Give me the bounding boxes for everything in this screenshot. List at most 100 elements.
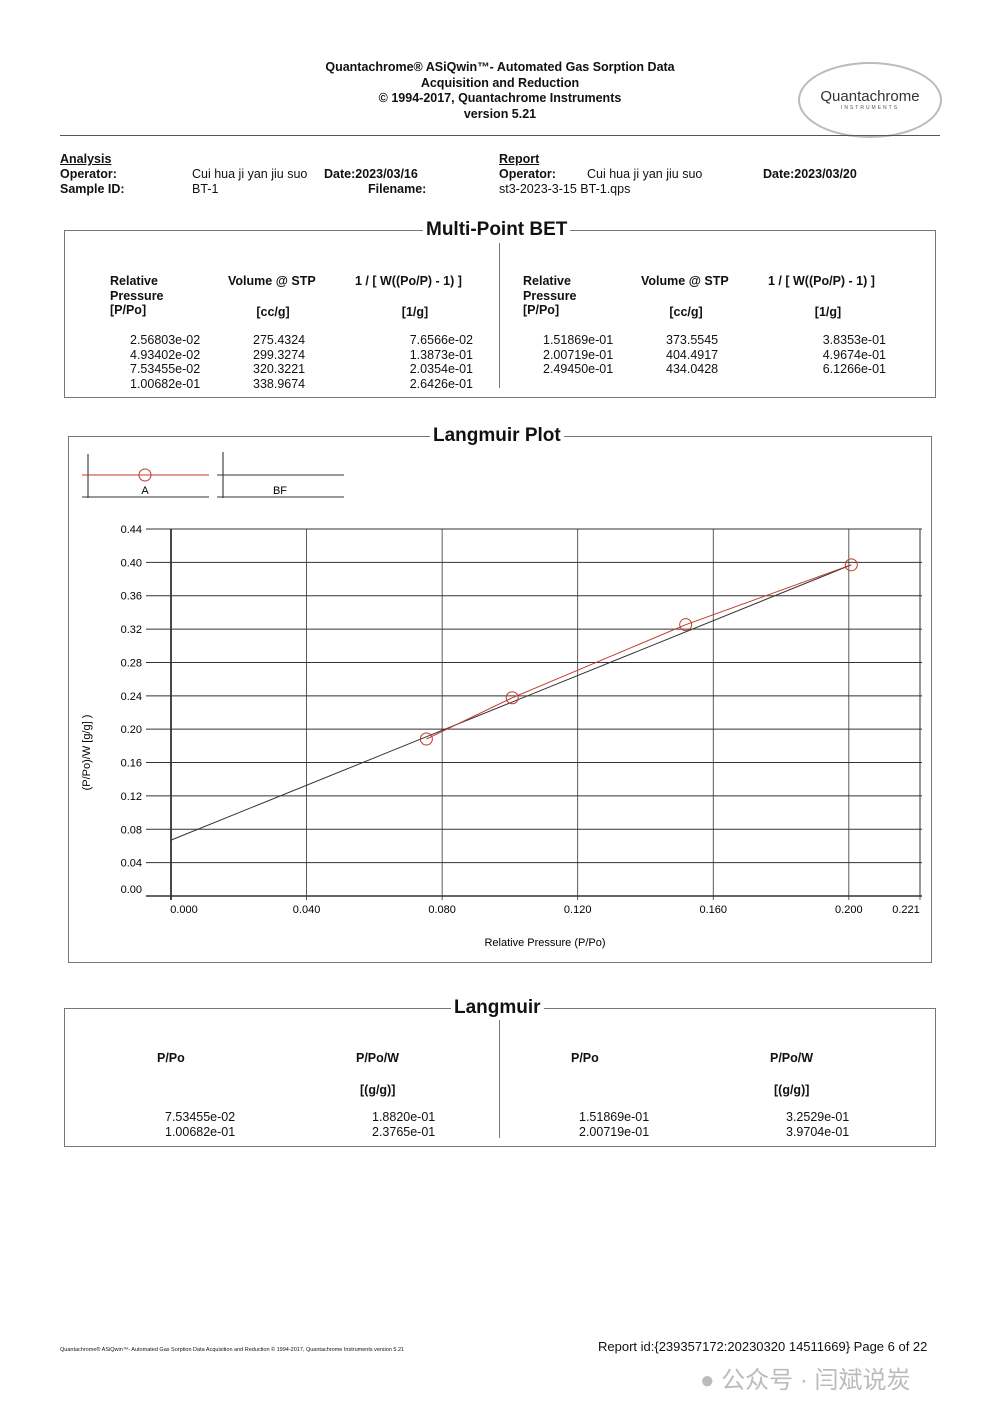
x-axis-label: Relative Pressure (P/Po) bbox=[484, 937, 605, 949]
header-divider bbox=[60, 135, 940, 136]
cell-p-po-w: 1.8820e-01 bbox=[372, 1110, 436, 1124]
col-header-p-po: P/Po bbox=[157, 1051, 185, 1065]
table-divider bbox=[499, 1020, 500, 1138]
cell-pressure: 2.56803e-02 bbox=[130, 333, 201, 347]
report-filename: st3-2023-3-15 BT-1.qps bbox=[499, 182, 631, 196]
y-tick-label: 0.16 bbox=[121, 758, 142, 770]
col-header-p-po: P/Po bbox=[571, 1051, 599, 1065]
chart-title: Langmuir Plot bbox=[430, 425, 564, 447]
cell-volume: 373.5545 bbox=[666, 333, 719, 347]
unit-1-g: [1/g] bbox=[401, 305, 429, 319]
legend-label-bf: BF bbox=[273, 485, 287, 497]
y-tick-label: 0.08 bbox=[121, 824, 142, 836]
report-operator: Cui hua ji yan jiu suo bbox=[587, 167, 703, 181]
cell-volume: 275.4324 bbox=[253, 333, 306, 347]
cell-p-po-w: 3.2529e-01 bbox=[786, 1110, 850, 1124]
data-point-a bbox=[679, 618, 693, 632]
footer-copyright: Quantachrome® ASiQwin™- Automated Gas So… bbox=[60, 1347, 405, 1353]
x-tick-label: 0.221 bbox=[892, 904, 920, 916]
col-header-volume: Volume @ STP bbox=[641, 274, 729, 288]
cell-pressure: 2.00719e-01 bbox=[543, 347, 614, 362]
x-tick-label: 0.080 bbox=[428, 904, 456, 916]
bet-title: Multi-Point BET bbox=[423, 219, 571, 241]
sample-id: BT-1 bbox=[192, 182, 219, 196]
cell-inverse: 6.1266e-01 bbox=[822, 362, 886, 376]
unit-cc-g: [cc/g] bbox=[256, 305, 290, 319]
footer-report-id: Report id:{239357172:20230320 14511669} … bbox=[598, 1339, 928, 1354]
cell-volume: 434.0428 bbox=[666, 362, 719, 376]
x-tick-label: 0.120 bbox=[564, 904, 592, 916]
label: Operator: bbox=[60, 167, 117, 181]
header-line: © 1994-2017, Quantachrome Instruments bbox=[378, 91, 622, 105]
cell-volume: 404.4917 bbox=[666, 347, 719, 362]
unit-cc-g: [cc/g] bbox=[669, 305, 703, 319]
wechat-icon: ● bbox=[700, 1367, 715, 1394]
y-tick-label: 0.20 bbox=[121, 724, 142, 736]
cell-pressure: 1.51869e-01 bbox=[543, 333, 614, 347]
x-tick-label: 0.000 bbox=[170, 904, 198, 916]
cell-inverse: 3.8353e-01 bbox=[822, 333, 886, 347]
langmuir-title: Langmuir bbox=[451, 997, 544, 1019]
logo-sub: INSTRUMENTS bbox=[840, 105, 900, 111]
cell-pressure: 4.93402e-02 bbox=[130, 347, 201, 362]
table-divider bbox=[499, 243, 500, 388]
unit-g-g: [(g/g)] bbox=[360, 1083, 396, 1097]
cell-pressure: 2.49450e-01 bbox=[543, 362, 614, 376]
y-axis-label: (P/Po)/W [g/g] ) bbox=[81, 715, 93, 791]
cell-volume: 338.9674 bbox=[253, 376, 306, 391]
legend-marker-a bbox=[138, 468, 152, 482]
analysis-operator: Cui hua ji yan jiu suo bbox=[192, 167, 308, 181]
y-tick-label: 0.00 bbox=[121, 884, 142, 896]
cell-inverse: 2.6426e-01 bbox=[409, 376, 473, 391]
cell-p-po: 2.00719e-01 bbox=[579, 1125, 650, 1139]
quantachrome-logo: Quantachrome INSTRUMENTS bbox=[798, 62, 942, 138]
y-tick-label: 0.32 bbox=[121, 624, 142, 636]
cell-volume: 320.3221 bbox=[253, 362, 306, 376]
col-header-relative-pressure: Relative Pressure [P/Po] bbox=[110, 274, 164, 317]
best-fit-line bbox=[170, 564, 852, 841]
cell-p-po: 7.53455e-02 bbox=[165, 1110, 236, 1124]
unit-g-g: [(g/g)] bbox=[774, 1083, 810, 1097]
data-point-a bbox=[419, 732, 433, 746]
col-header-inverse: 1 / [ W((Po/P) - 1) ] bbox=[355, 274, 462, 288]
langmuir-chart: A BF 0.44 0.40 0.36 0.32 0.28 0.24 0.20 0.16 0.120… bbox=[81, 452, 922, 949]
cell-inverse: 7.6566e-02 bbox=[409, 333, 473, 347]
col-header-relative-pressure: Relative Pressure [P/Po] bbox=[523, 274, 577, 317]
col-header-volume: Volume @ STP bbox=[228, 274, 316, 288]
y-tick-label: 0.24 bbox=[121, 691, 142, 703]
label: Operator: bbox=[499, 167, 556, 181]
data-point-a bbox=[844, 558, 858, 572]
header-line: version 5.21 bbox=[463, 106, 537, 121]
data-point-a bbox=[505, 691, 519, 705]
watermark: ● 公众号 · 闫斌说炭 bbox=[700, 1360, 911, 1395]
cell-inverse: 1.3873e-01 bbox=[409, 347, 473, 362]
cell-p-po-w: 2.3765e-01 bbox=[372, 1125, 436, 1139]
label: Filename: bbox=[368, 182, 427, 196]
report-heading: Report bbox=[499, 152, 540, 166]
col-header-p-po-w: P/Po/W bbox=[770, 1051, 814, 1065]
x-tick-label: 0.040 bbox=[293, 904, 321, 916]
cell-pressure: 7.53455e-02 bbox=[130, 362, 201, 376]
x-tick-label: 0.160 bbox=[699, 904, 727, 916]
cell-volume: 299.3274 bbox=[253, 347, 306, 362]
unit-1-g: [1/g] bbox=[814, 305, 842, 319]
y-tick-label: 0.28 bbox=[121, 657, 142, 669]
analysis-heading: Analysis bbox=[60, 152, 112, 166]
cell-p-po: 1.00682e-01 bbox=[165, 1125, 236, 1139]
cell-pressure: 1.00682e-01 bbox=[130, 376, 201, 391]
watermark-text: 公众号 · 闫斌说炭 bbox=[721, 1367, 911, 1394]
cell-inverse: 4.9674e-01 bbox=[822, 347, 886, 362]
data-line-a bbox=[426, 564, 852, 740]
col-header-p-po-w: P/Po/W bbox=[356, 1051, 400, 1065]
y-tick-label: 0.44 bbox=[121, 524, 142, 536]
header-line: Acquisition and Reduction bbox=[420, 75, 580, 90]
y-tick-label: 0.04 bbox=[121, 858, 142, 870]
legend-label-a: A bbox=[141, 485, 149, 497]
y-tick-label: 0.36 bbox=[121, 591, 142, 603]
cell-p-po-w: 3.9704e-01 bbox=[786, 1125, 850, 1139]
cell-inverse: 2.0354e-01 bbox=[409, 362, 473, 376]
x-tick-label: 0.200 bbox=[835, 904, 863, 916]
label: Sample ID: bbox=[60, 182, 125, 196]
y-tick-label: 0.40 bbox=[121, 557, 142, 569]
